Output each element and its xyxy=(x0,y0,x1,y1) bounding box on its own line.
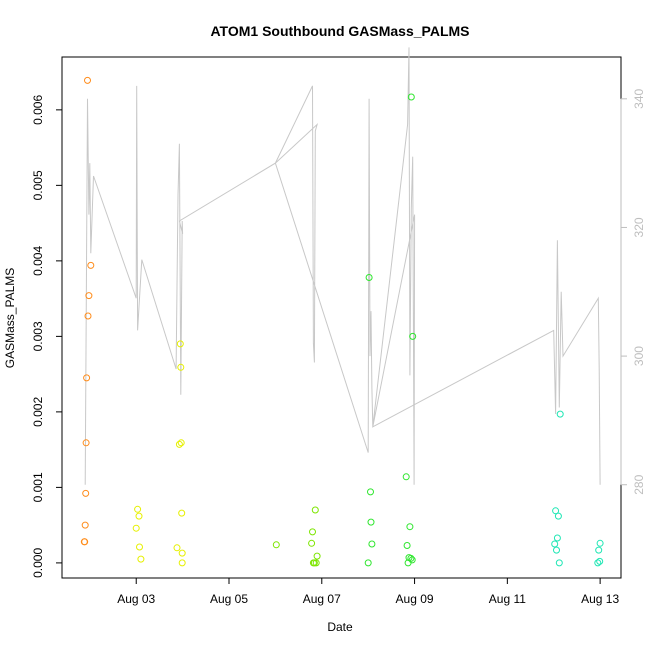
x-tick-label: Aug 09 xyxy=(396,592,434,606)
data-point-series-3 xyxy=(309,528,316,536)
y-tick-label: 0.004 xyxy=(31,246,45,276)
data-point-series-4 xyxy=(403,542,411,549)
data-point-series-5 xyxy=(594,559,602,567)
data-point-series-4 xyxy=(367,518,375,526)
y2-tick-label: 320 xyxy=(632,217,646,237)
data-point-series-5 xyxy=(556,410,564,418)
data-point-series-4 xyxy=(364,559,372,567)
x-tick-label: Aug 11 xyxy=(489,592,526,606)
data-point-series-2 xyxy=(137,555,145,563)
data-point-series-4 xyxy=(407,93,415,101)
y2-tick-label: 340 xyxy=(632,88,646,108)
data-point-series-2 xyxy=(132,524,140,532)
x-tick-label: Aug 13 xyxy=(581,592,619,606)
x-tick-label: Aug 03 xyxy=(117,592,155,606)
data-point-series-5 xyxy=(551,540,559,548)
data-point-series-5 xyxy=(555,559,563,567)
data-point-series-5 xyxy=(553,546,560,554)
data-point-series-4 xyxy=(408,556,416,564)
chart-title: ATOM1 Southbound GASMass_PALMS xyxy=(210,23,469,39)
data-point-series-3 xyxy=(312,559,320,567)
data-point-series-1 xyxy=(81,538,89,546)
secondary-y-axis: 280 300 320 340 xyxy=(620,88,646,495)
y-tick-label: 0.000 xyxy=(31,548,45,578)
data-point-series-2 xyxy=(177,363,185,371)
y-tick-label: 0.006 xyxy=(31,95,45,125)
data-point-series-1 xyxy=(85,292,93,300)
data-point-series-2 xyxy=(178,559,186,567)
data-point-series-2 xyxy=(178,549,186,557)
secondary-series-line xyxy=(84,47,601,485)
data-point-series-4 xyxy=(406,523,414,531)
data-point-series-5 xyxy=(554,512,562,520)
y-axis: 0.000 0.001 0.002 0.003 0.004 0.005 0.006 xyxy=(31,95,63,578)
y-tick-label: 0.001 xyxy=(31,472,45,502)
data-point-series-5 xyxy=(595,546,603,554)
x-tick-label: Aug 05 xyxy=(210,592,248,606)
y-tick-label: 0.002 xyxy=(31,397,45,427)
data-point-series-3 xyxy=(311,506,319,514)
y2-tick-label: 300 xyxy=(632,346,646,366)
data-point-series-2 xyxy=(134,505,142,513)
data-point-series-4 xyxy=(402,473,410,481)
data-point-series-4 xyxy=(367,488,374,496)
secondary-line-layer xyxy=(84,47,601,485)
data-point-series-2 xyxy=(176,340,184,348)
data-point-series-2 xyxy=(136,543,143,551)
x-axis-label: Date xyxy=(327,620,353,634)
x-axis: Aug 03 Aug 05 Aug 07 Aug 09 Aug 11 Aug 13 xyxy=(117,577,619,606)
data-point-series-3 xyxy=(308,539,316,547)
data-point-series-5 xyxy=(596,539,604,547)
data-point-series-4 xyxy=(409,332,417,340)
y-axis-label: GASMass_PALMS xyxy=(3,268,17,368)
data-point-series-2 xyxy=(135,512,143,520)
data-point-series-1 xyxy=(83,374,91,382)
data-point-series-3 xyxy=(272,541,280,549)
data-point-series-5 xyxy=(552,507,560,515)
data-point-series-4 xyxy=(407,554,415,562)
data-point-series-5 xyxy=(596,557,604,565)
data-point-series-3 xyxy=(313,552,321,560)
data-point-series-1 xyxy=(81,521,89,529)
plot-frame xyxy=(61,56,622,579)
y2-tick-label: 280 xyxy=(632,474,646,494)
data-point-series-2 xyxy=(175,440,183,448)
points-layer xyxy=(80,76,604,567)
data-point-series-5 xyxy=(553,534,561,542)
data-point-series-1 xyxy=(87,261,95,269)
data-point-series-1 xyxy=(82,439,90,447)
y-tick-label: 0.003 xyxy=(31,321,45,351)
x-tick-label: Aug 07 xyxy=(303,592,341,606)
y-tick-label: 0.005 xyxy=(31,170,45,200)
data-point-series-1 xyxy=(84,312,92,320)
data-point-series-2 xyxy=(173,544,181,552)
data-point-series-4 xyxy=(365,274,373,281)
data-point-series-1 xyxy=(84,76,91,84)
data-point-series-1 xyxy=(82,489,90,497)
data-point-series-2 xyxy=(177,439,185,447)
data-point-series-4 xyxy=(368,540,376,548)
data-point-series-2 xyxy=(178,509,186,517)
